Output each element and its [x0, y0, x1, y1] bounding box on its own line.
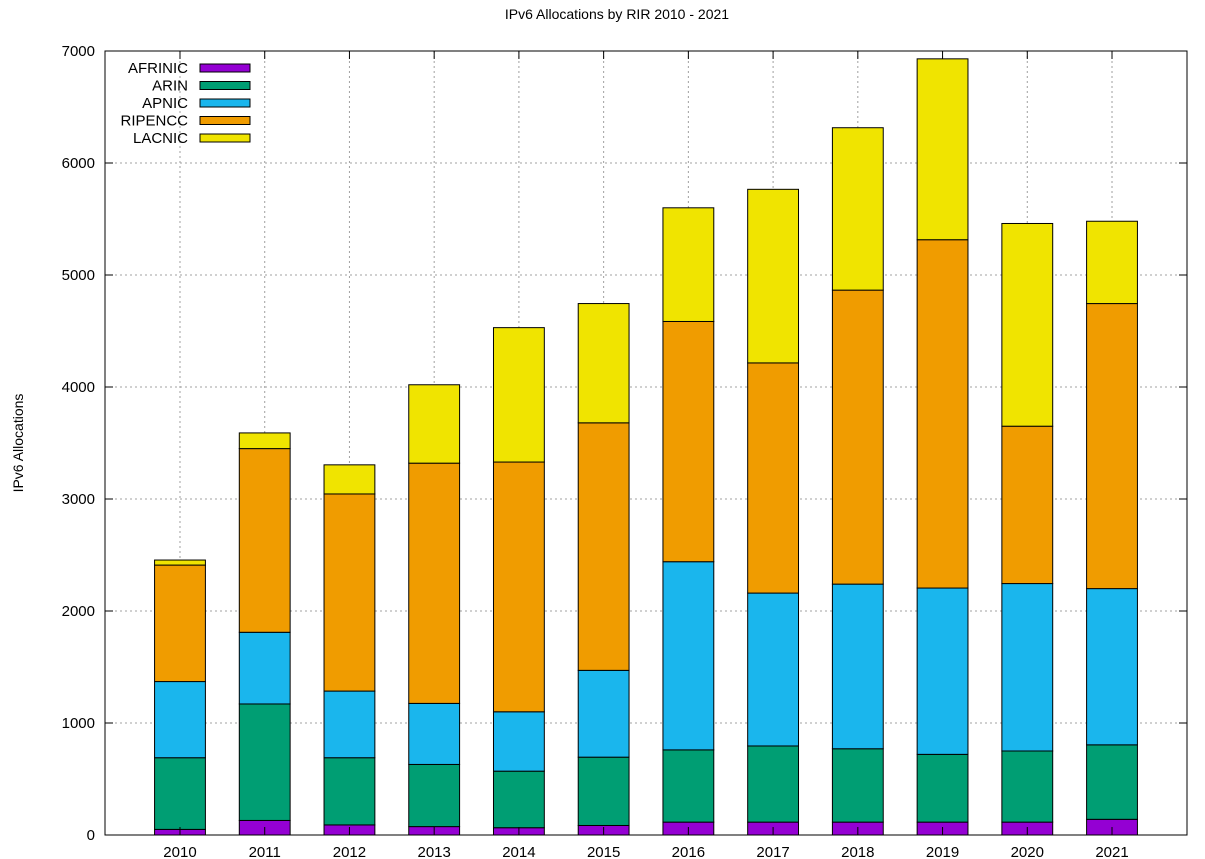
bar-apnic-2011 — [238, 631, 291, 705]
x-tick-label: 2012 — [333, 844, 366, 859]
x-tick-label: 2017 — [756, 844, 789, 859]
bar-ripencc-2017 — [747, 362, 800, 594]
bar-arin-2011 — [238, 703, 291, 821]
legend-label-afrinic: AFRINIC — [128, 60, 188, 77]
bar-lacnic-2012 — [323, 464, 376, 495]
legend-swatch-apnic — [199, 98, 251, 108]
bar-apnic-2017 — [747, 592, 800, 747]
bar-arin-2016 — [662, 749, 715, 823]
legend-swatch-ripencc — [199, 116, 251, 125]
x-tick-label: 2015 — [587, 844, 620, 859]
bar-lacnic-2021 — [1086, 220, 1138, 305]
bar-ripencc-2020 — [1001, 425, 1054, 585]
bar-lacnic-2020 — [1001, 222, 1054, 427]
bar-lacnic-2018 — [831, 127, 884, 291]
bar-arin-2017 — [747, 745, 800, 823]
bar-arin-2013 — [408, 763, 461, 828]
legend-swatch-afrinic — [199, 63, 251, 73]
bar-lacnic-2010 — [154, 559, 206, 566]
x-tick-label: 2014 — [502, 844, 535, 859]
bar-ripencc-2018 — [831, 289, 884, 585]
bar-lacnic-2011 — [238, 432, 291, 450]
bar-apnic-2014 — [492, 711, 545, 772]
bar-lacnic-2015 — [577, 303, 630, 424]
bar-ripencc-2010 — [154, 564, 206, 683]
y-tick-label: 1000 — [62, 715, 95, 732]
bar-apnic-2018 — [831, 583, 884, 750]
x-tick-label: 2016 — [672, 844, 705, 859]
bar-apnic-2012 — [323, 690, 376, 759]
x-tick-label: 2011 — [249, 844, 281, 859]
bar-arin-2015 — [577, 756, 630, 826]
bar-apnic-2010 — [154, 681, 206, 759]
y-tick-label: 4000 — [62, 379, 95, 396]
legend-swatch-lacnic — [199, 133, 251, 143]
bar-ripencc-2014 — [492, 461, 545, 713]
bar-arin-2021 — [1086, 744, 1138, 820]
y-tick-label: 7000 — [62, 43, 95, 60]
bar-arin-2014 — [492, 770, 545, 829]
legend-label-ripencc: RIPENCC — [120, 113, 188, 130]
x-tick-label: 2019 — [926, 844, 959, 859]
bar-apnic-2013 — [408, 702, 461, 765]
legend-swatch-arin — [199, 81, 251, 90]
bar-ripencc-2019 — [916, 239, 969, 589]
chart-title: IPv6 Allocations by RIR 2010 - 2021 — [505, 6, 729, 22]
plot-frame — [104, 50, 1188, 836]
bar-apnic-2016 — [662, 561, 715, 751]
x-tick-label: 2021 — [1095, 844, 1128, 859]
bar-ripencc-2021 — [1086, 303, 1138, 590]
bar-apnic-2021 — [1086, 588, 1138, 746]
bar-apnic-2019 — [916, 587, 969, 755]
x-tick-label: 2010 — [163, 844, 196, 859]
bar-lacnic-2016 — [662, 207, 715, 322]
x-tick-label: 2018 — [841, 844, 874, 859]
y-tick-label: 3000 — [62, 491, 95, 508]
bar-ripencc-2013 — [408, 462, 461, 704]
bars — [154, 58, 1138, 836]
y-tick-label: 0 — [87, 827, 95, 844]
bar-lacnic-2019 — [916, 58, 969, 241]
legend-label-apnic: APNIC — [142, 95, 188, 112]
bar-arin-2012 — [323, 757, 376, 826]
bar-lacnic-2017 — [747, 188, 800, 364]
bar-arin-2010 — [154, 757, 206, 830]
x-tick-label: 2020 — [1011, 844, 1044, 859]
bar-arin-2019 — [916, 753, 969, 823]
y-tick-label: 6000 — [62, 155, 95, 172]
bar-ripencc-2011 — [238, 448, 291, 633]
legend-label-arin: ARIN — [152, 78, 188, 95]
x-tick-label: 2013 — [417, 844, 450, 859]
y-tick-label: 2000 — [62, 603, 95, 620]
bar-ripencc-2015 — [577, 422, 630, 671]
bar-ripencc-2012 — [323, 493, 376, 692]
bar-ripencc-2016 — [662, 320, 715, 563]
bar-lacnic-2014 — [492, 327, 545, 463]
bar-lacnic-2013 — [408, 384, 461, 464]
y-tick-label: 5000 — [62, 267, 95, 284]
bar-arin-2020 — [1001, 750, 1054, 823]
axis-ticks: 0 1000 2000 3000 4000 5000 6000 7000 2010 2011 201… — [62, 43, 1187, 859]
bar-apnic-2020 — [1001, 583, 1054, 752]
y-axis-label: IPv6 Allocations — [10, 394, 26, 493]
legend-label-lacnic: LACNIC — [133, 130, 188, 147]
bar-apnic-2015 — [577, 669, 630, 758]
bar-arin-2018 — [831, 748, 884, 823]
